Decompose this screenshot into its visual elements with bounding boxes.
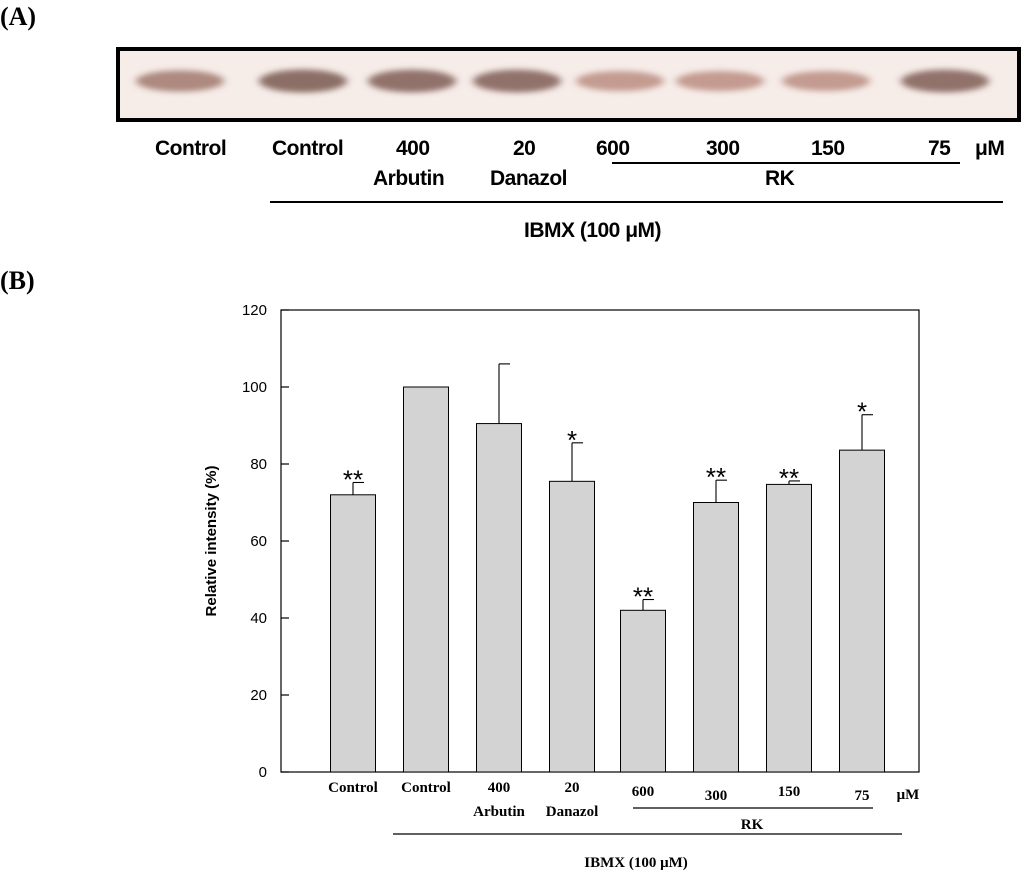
blot-ibmx-line <box>270 201 1003 203</box>
blot-band <box>782 70 870 92</box>
significance-marker: * <box>857 397 867 427</box>
blot-lane-label-5: 600 <box>596 137 630 160</box>
y-axis-label: Relative intensity (%) <box>203 466 220 617</box>
blot-lane-label-8: 75 <box>928 137 951 160</box>
bar <box>693 502 739 773</box>
y-tick-label: 60 <box>250 533 267 550</box>
significance-marker: ** <box>706 462 726 492</box>
rk-group-label: RK <box>741 817 764 833</box>
x-tick-label: 600 <box>632 784 655 800</box>
x-tick-label: 150 <box>778 784 801 800</box>
bar <box>766 483 812 773</box>
bar <box>620 609 666 773</box>
y-tick-label: 80 <box>250 456 267 473</box>
blot-band <box>368 69 456 93</box>
blot-band <box>901 69 989 93</box>
y-tick-label: 40 <box>250 610 267 627</box>
blot-arbutin-label: Arbutin <box>373 167 445 190</box>
x-tick-label: Control <box>328 780 378 796</box>
bar <box>330 494 376 773</box>
panel-b-label: (B) <box>0 266 35 295</box>
y-tick-label: 20 <box>250 687 267 704</box>
y-tick-label: 100 <box>242 379 267 396</box>
bar <box>549 480 595 773</box>
x-tick-label: 400 <box>488 780 511 796</box>
significance-marker: * <box>567 425 577 455</box>
y-tick-label: 0 <box>259 764 267 781</box>
blot-band <box>473 69 561 93</box>
blot-lane-label-3: 400 <box>396 137 430 160</box>
blot-lane-label-1: Control <box>155 137 227 160</box>
x-tick-label: Control <box>401 780 451 796</box>
blot-rk-label: RK <box>765 167 795 190</box>
blot-danazol-label: Danazol <box>490 167 568 190</box>
x-tick-label: 75 <box>855 788 870 804</box>
significance-marker: ** <box>633 582 653 612</box>
blot-lane-label-4: 20 <box>513 137 536 160</box>
panel-a-label: (A) <box>0 2 37 31</box>
blot-band <box>576 70 664 92</box>
x-tick-label: 20 <box>565 780 580 796</box>
blot-band <box>136 70 224 92</box>
blot-unit-label: μM <box>975 137 1005 160</box>
x-tick-sublabel: Danazol <box>546 804 599 820</box>
plot-frame <box>280 309 920 773</box>
blot-lane-label-7: 150 <box>811 137 845 160</box>
significance-marker: ** <box>779 463 799 493</box>
y-tick-label: 120 <box>242 302 267 319</box>
bar <box>839 449 885 773</box>
blot-lane-label-6: 300 <box>706 137 740 160</box>
western-blot <box>116 47 1021 122</box>
blot-frame <box>116 47 1021 122</box>
x-tick-sublabel: Arbutin <box>473 804 525 820</box>
blot-band <box>259 69 347 93</box>
x-tick-label: 300 <box>705 788 728 804</box>
ibmx-group-label: IBMX (100 μM) <box>584 855 687 871</box>
significance-marker: ** <box>343 464 363 494</box>
blot-lane-label-2: Control <box>272 137 344 160</box>
blot-ibmx-label: IBMX (100 μM) <box>524 219 662 242</box>
bar <box>403 386 449 773</box>
blot-rk-line <box>612 162 960 164</box>
bar <box>476 423 522 773</box>
unit-label: μM <box>897 787 920 803</box>
blot-band <box>676 70 764 92</box>
